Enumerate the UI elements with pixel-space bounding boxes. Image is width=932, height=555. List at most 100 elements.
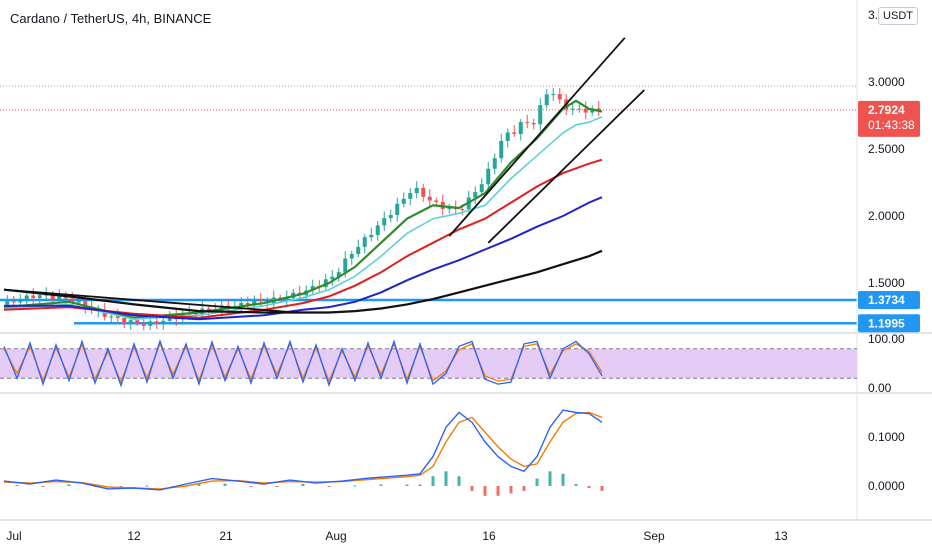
candle-body	[408, 193, 413, 199]
candle-body	[492, 158, 497, 169]
candle-body	[434, 200, 439, 202]
level-tag-0	[858, 290, 920, 309]
candle-body	[141, 323, 146, 326]
macd-histogram-bar	[41, 486, 45, 487]
macd-histogram-bar	[418, 484, 422, 486]
candle-body	[538, 105, 543, 125]
price-pane	[0, 37, 857, 330]
macd-histogram-bar	[483, 486, 487, 496]
candle-body	[102, 310, 107, 317]
candle-body	[577, 108, 582, 110]
macd-histogram-bar	[67, 484, 71, 486]
macd-histogram-bar	[574, 484, 578, 486]
candle-body	[388, 215, 393, 219]
macd-line	[3, 409, 603, 491]
level-tag-1	[858, 314, 920, 333]
candle-body	[401, 198, 406, 204]
macd-axis-tick: 0.0000	[868, 479, 905, 493]
currency-badge[interactable]: USDT	[878, 7, 918, 25]
candle-body	[161, 320, 166, 324]
macd-histogram-bar	[470, 486, 474, 491]
candle-body	[362, 237, 367, 247]
candle-body	[479, 184, 484, 193]
candle-body	[382, 218, 387, 226]
candle-body	[310, 286, 315, 291]
last-price-label: 2.7924	[868, 103, 905, 117]
candle-body	[427, 196, 432, 201]
candle-body	[460, 209, 465, 211]
macd-histogram-bar	[405, 484, 409, 486]
candle-body	[31, 295, 36, 298]
candle-body	[109, 316, 114, 318]
macd-histogram-bar	[587, 486, 591, 488]
candle-body	[343, 258, 348, 273]
candle-body	[486, 168, 491, 185]
candle-body	[252, 300, 257, 306]
candle-body	[473, 192, 478, 198]
rsi-band	[0, 348, 857, 379]
candle-body	[330, 276, 335, 280]
candle-body	[63, 296, 68, 299]
macd-histogram-bar	[145, 485, 149, 487]
candle-body	[596, 108, 601, 110]
moving-average-line-1	[3, 116, 603, 321]
macd-histogram-bar	[509, 486, 513, 494]
level-label-1: 1.1995	[868, 316, 905, 330]
moving-average-line-4	[3, 249, 603, 314]
macd-histogram-bar	[444, 471, 448, 486]
candle-body	[531, 123, 536, 125]
candle-body	[369, 234, 374, 238]
candle-body	[122, 318, 127, 324]
time-axis-tick: Sep	[643, 529, 665, 543]
macd-histogram-bar	[561, 473, 565, 486]
candle-body	[115, 316, 120, 319]
candle-body	[148, 321, 153, 326]
candle-body	[395, 203, 400, 216]
candle-body	[336, 272, 341, 277]
rsi-axis-tick: 0.00	[868, 381, 892, 395]
candle-body	[499, 140, 504, 159]
candle-body	[421, 187, 426, 197]
price-axis-tick: 2.0000	[868, 209, 905, 223]
candle-body	[583, 108, 588, 113]
macd-histogram-bar	[197, 484, 201, 486]
price-axis-tick: 3.0000	[868, 75, 905, 89]
candle-body	[135, 320, 140, 324]
price-countdown: 01:43:38	[868, 118, 915, 132]
candle-body	[525, 122, 530, 124]
candle-body	[5, 301, 10, 305]
time-axis-tick: 13	[774, 529, 788, 543]
candle-body	[167, 316, 172, 321]
macd-axis-tick: 0.1000	[868, 430, 905, 444]
macd-histogram-bar	[522, 486, 526, 491]
rsi-axis-tick: 100.00	[868, 332, 905, 346]
candle-body	[57, 296, 62, 300]
macd-histogram-bar	[600, 486, 604, 491]
candle-body	[356, 246, 361, 255]
candle-body	[245, 302, 250, 306]
candle-body	[18, 300, 23, 303]
candle-body	[24, 295, 29, 301]
candle-body	[544, 94, 549, 106]
price-axis-tick: 2.5000	[868, 142, 905, 156]
candle-body	[414, 187, 419, 194]
candle-body	[349, 254, 354, 259]
moving-average-line-2	[3, 158, 603, 319]
trend-line-0	[448, 37, 626, 237]
candle-body	[551, 94, 556, 96]
candle-body	[512, 132, 517, 134]
time-axis-tick: 16	[482, 529, 496, 543]
candle-body	[50, 294, 55, 300]
chart-title: Cardano / TetherUS, 4h, BINANCE	[10, 11, 212, 26]
macd-histogram-bar	[249, 486, 253, 487]
macd-histogram-bar	[431, 476, 435, 486]
trend-line-1	[487, 89, 645, 244]
macd-histogram-bar	[327, 486, 331, 487]
macd-histogram-bar	[379, 484, 383, 486]
candle-body	[258, 300, 263, 302]
candle-body	[219, 305, 224, 311]
candle-body	[239, 302, 244, 307]
macd-signal-line	[3, 411, 603, 490]
